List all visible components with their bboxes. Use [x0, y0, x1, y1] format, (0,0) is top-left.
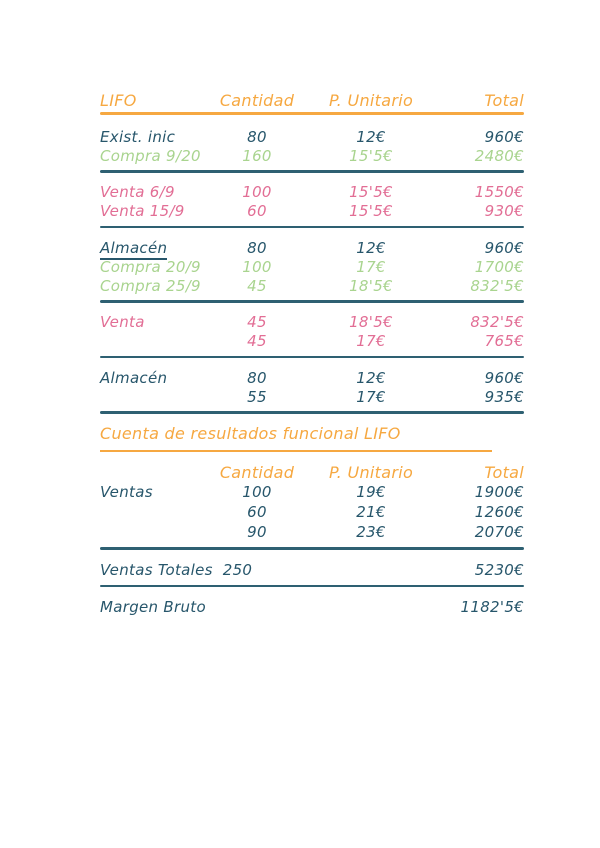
section-divider	[100, 411, 524, 414]
margin-label: Margen Bruto	[100, 598, 206, 616]
row-price: 12€	[356, 368, 386, 387]
lifo-table-header: LIFO Cantidad P. Unitario Total	[100, 86, 524, 110]
row-price: 15'5€	[349, 146, 393, 165]
row-label: Exist. inic	[100, 127, 176, 146]
section-title: Cuenta de resultados funcional LIFO	[100, 424, 492, 452]
row-qty: 160	[242, 146, 272, 165]
row-label: Compra 20/9	[100, 257, 201, 276]
row-qty: 90	[247, 523, 267, 541]
row-price: 17€	[356, 332, 386, 350]
table-row: Almacén 80 12€ 960€	[100, 238, 524, 260]
row-price: 19€	[356, 483, 386, 501]
row-label: Compra 9/20	[100, 146, 201, 165]
totals-qty: 250	[222, 560, 253, 579]
row-total: 832'5€	[470, 276, 524, 295]
gross-margin-row: Margen Bruto 1182'5€	[100, 597, 524, 617]
row-total: 930€	[484, 202, 524, 220]
totals-label: Ventas Totales	[100, 560, 213, 579]
table-row: 45 17€ 765€	[100, 332, 524, 351]
row-qty: 100	[242, 183, 272, 201]
row-qty: 55	[247, 387, 267, 406]
row-price: 23€	[356, 523, 386, 541]
header-p-unitario: P. Unitario	[328, 91, 414, 110]
section-divider	[100, 584, 524, 587]
row-total: 1260€	[474, 503, 524, 521]
table-row: 90 23€ 2070€	[100, 522, 524, 542]
header-p-unitario: P. Unitario	[328, 463, 414, 482]
section-divider	[100, 300, 524, 303]
row-qty: 60	[247, 202, 267, 220]
row-qty: 80	[247, 238, 267, 257]
header-total: Total	[484, 91, 524, 110]
row-label: Almacén	[100, 238, 218, 260]
table-row: Compra 9/20 160 15'5€ 2480€	[100, 146, 524, 165]
lifo-table: LIFO Cantidad P. Unitario Total Exist. i…	[100, 86, 524, 414]
row-qty: 100	[242, 257, 272, 276]
row-label: Venta	[100, 313, 145, 331]
row-total: 2070€	[474, 523, 524, 541]
row-total: 960€	[484, 368, 524, 387]
row-label: Ventas	[100, 483, 153, 501]
row-price: 15'5€	[349, 183, 393, 201]
totals-row: Ventas Totales 250 5230€	[100, 560, 524, 580]
row-total: 2480€	[474, 146, 524, 165]
row-label: Venta 15/9	[100, 202, 185, 220]
row-price: 17€	[356, 387, 386, 406]
table-row: Ventas 100 19€ 1900€	[100, 482, 524, 502]
header-cantidad: Cantidad	[219, 91, 295, 110]
header-cantidad: Cantidad	[219, 463, 295, 482]
table-row: Venta 6/9 100 15'5€ 1550€	[100, 183, 524, 202]
row-price: 18'5€	[349, 313, 393, 331]
row-total: 765€	[484, 332, 524, 350]
header-divider	[100, 112, 524, 115]
row-price: 15'5€	[349, 202, 393, 220]
row-label: Venta 6/9	[100, 183, 175, 201]
table-row: Venta 45 18'5€ 832'5€	[100, 313, 524, 332]
row-price: 12€	[356, 238, 386, 257]
section-divider	[100, 547, 524, 550]
section-divider	[100, 170, 524, 173]
row-total: 832'5€	[470, 313, 524, 331]
totals-total: 5230€	[474, 560, 524, 579]
row-price: 18'5€	[349, 276, 393, 295]
row-qty: 80	[247, 127, 267, 146]
table-row: 60 21€ 1260€	[100, 502, 524, 522]
row-total: 960€	[484, 127, 524, 146]
table-row: Exist. inic 80 12€ 960€	[100, 127, 524, 146]
row-total: 1700€	[474, 257, 524, 276]
row-qty: 45	[247, 276, 267, 295]
income-table-header: Cantidad P. Unitario Total	[100, 458, 524, 482]
row-label: Almacén	[100, 368, 168, 387]
table-row: Compra 20/9 100 17€ 1700€	[100, 257, 524, 276]
row-qty: 45	[247, 332, 267, 350]
margin-total: 1182'5€	[460, 598, 524, 616]
row-total: 935€	[484, 387, 524, 406]
section-divider	[100, 355, 524, 358]
table-row: 55 17€ 935€	[100, 387, 524, 406]
row-label: Compra 25/9	[100, 276, 201, 295]
row-total: 1900€	[474, 483, 524, 501]
row-qty: 60	[247, 503, 267, 521]
row-total: 960€	[484, 238, 524, 257]
row-price: 12€	[356, 127, 386, 146]
row-price: 21€	[356, 503, 386, 521]
table-row: Almacén 80 12€ 960€	[100, 368, 524, 387]
table-row: Venta 15/9 60 15'5€ 930€	[100, 202, 524, 221]
row-qty: 80	[247, 368, 267, 387]
table-row: Compra 25/9 45 18'5€ 832'5€	[100, 276, 524, 295]
table-title: LIFO	[100, 91, 137, 110]
income-statement-table: Cuenta de resultados funcional LIFO Cant…	[100, 424, 524, 617]
row-qty: 45	[247, 313, 267, 331]
row-total: 1550€	[474, 183, 524, 201]
row-qty: 100	[242, 483, 272, 501]
row-price: 17€	[356, 257, 386, 276]
section-divider	[100, 225, 524, 228]
header-total: Total	[484, 463, 524, 482]
